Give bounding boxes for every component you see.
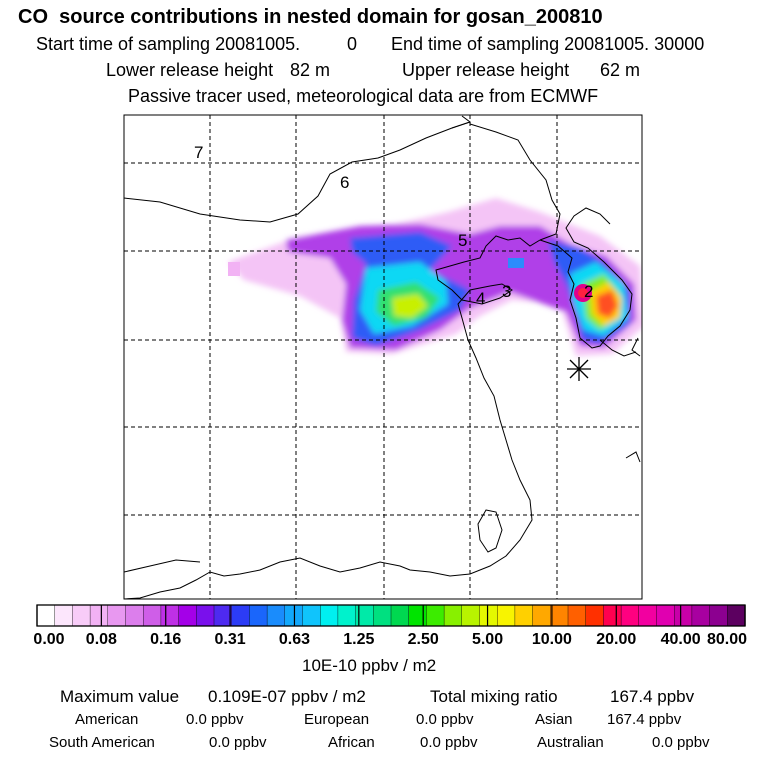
colorbar-cell (89, 604, 109, 627)
colorbar-cell (550, 604, 569, 627)
colorbar-cell (266, 604, 286, 627)
colorbar-tick-label: 10.00 (531, 631, 572, 648)
lower-release-label: Lower release height (106, 60, 274, 80)
colorbar-cell (373, 604, 392, 627)
end-time-label: End time of sampling 20081005. 30000 (391, 34, 705, 54)
colorbar-cell (709, 604, 728, 627)
african-value: 0.0 ppbv (420, 734, 478, 751)
colorbar-cell (160, 604, 180, 627)
colorbar-cell (603, 604, 622, 627)
upper-release-value: 62 m (600, 60, 641, 80)
australian-label: Australian (537, 734, 604, 751)
colorbar-cell (638, 604, 658, 627)
region-label-7: 7 (194, 143, 203, 162)
upper-release-label: Upper release height (402, 60, 570, 80)
colorbar-cell (231, 604, 250, 627)
colorbar (36, 604, 746, 627)
colorbar-cell (461, 604, 481, 627)
colorbar-tick-label: 0.63 (278, 631, 311, 648)
region-label-4: 4 (476, 289, 485, 308)
region-label-5: 5 (458, 231, 467, 250)
concentration-field (228, 198, 642, 356)
european-label: European (304, 711, 370, 728)
colorbar-cell (479, 604, 498, 627)
colorbar-cell (497, 604, 516, 627)
colorbar-cell (107, 604, 127, 627)
colorbar-cell (585, 604, 605, 627)
asian-label: Asian (535, 711, 573, 728)
colorbar-tick-label: 20.00 (596, 631, 637, 648)
colorbar-cell (408, 604, 428, 627)
colorbar-cell (691, 604, 711, 627)
south-american-value: 0.0 ppbv (209, 734, 267, 751)
colorbar-cell (727, 604, 746, 627)
american-value: 0.0 ppbv (186, 711, 244, 728)
colorbar-cell (674, 604, 693, 627)
colorbar-cell (36, 604, 56, 627)
max-value: 0.109E-07 ppbv / m2 (208, 687, 366, 706)
colorbar-cell (514, 604, 534, 627)
colorbar-cell (284, 604, 304, 627)
total-mixing-value: 167.4 ppbv (610, 687, 695, 706)
colorbar-cell (443, 604, 463, 627)
colorbar-cell (567, 604, 587, 627)
colorbar-cell (54, 604, 74, 627)
colorbar-tick-label: 0.00 (33, 631, 65, 648)
colorbar-tick-label: 0.16 (150, 631, 182, 648)
colorbar-cell (249, 604, 268, 627)
colorbar-tick-label: 0.08 (85, 631, 117, 648)
coastlines (124, 115, 641, 599)
australian-value: 0.0 ppbv (652, 734, 710, 751)
south-american-label: South American (49, 734, 155, 751)
colorbar-cell (178, 604, 197, 627)
region-label-6: 6 (340, 173, 349, 192)
gosan-receptor-marker (567, 357, 591, 381)
asian-value: 167.4 ppbv (607, 711, 682, 728)
colorbar-cell (72, 604, 91, 627)
start-time-label: Start time of sampling 20081005. (36, 34, 301, 54)
african-label: African (328, 734, 375, 751)
colorbar-tick-label: 40.00 (660, 631, 701, 648)
page-title: CO source contributions in nested domain… (18, 6, 603, 28)
colorbar-tick-label: 1.25 (343, 631, 375, 648)
start-time-value: 0 (347, 34, 358, 54)
lat-lon-grid (124, 115, 642, 599)
colorbar-cell (532, 604, 551, 627)
european-value: 0.0 ppbv (416, 711, 474, 728)
lower-release-value: 82 m (290, 60, 331, 80)
region-label-2: 2 (584, 282, 593, 301)
colorbar-tick-label: 2.50 (407, 631, 439, 648)
colorbar-cell (302, 604, 321, 627)
total-mixing-label: Total mixing ratio (430, 687, 558, 706)
colorbar-cell (656, 604, 675, 627)
colorbar-tick-label: 0.31 (214, 631, 246, 648)
colorbar-frame (36, 604, 746, 627)
colorbar-cell (125, 604, 144, 627)
max-value-label: Maximum value (60, 687, 180, 706)
colorbar-cell (390, 604, 410, 627)
colorbar-cell (196, 604, 215, 627)
colorbar-cell (142, 604, 162, 627)
colorbar-cell (337, 604, 357, 627)
colorbar-tick-label: 5.00 (471, 631, 504, 648)
colorbar-cell (426, 604, 445, 627)
colorbar-cell (213, 604, 233, 627)
american-label: American (75, 711, 139, 728)
map-frame (123, 114, 643, 600)
colorbar-cell (620, 604, 640, 627)
tracer-info: Passive tracer used, meteorological data… (128, 86, 599, 106)
colorbar-cell (320, 604, 339, 627)
colorbar-tick-label: 80.00 (706, 631, 748, 648)
region-label-3: 3 (502, 282, 511, 301)
colorbar-unit: 10E-10 ppbv / m2 (302, 656, 437, 675)
